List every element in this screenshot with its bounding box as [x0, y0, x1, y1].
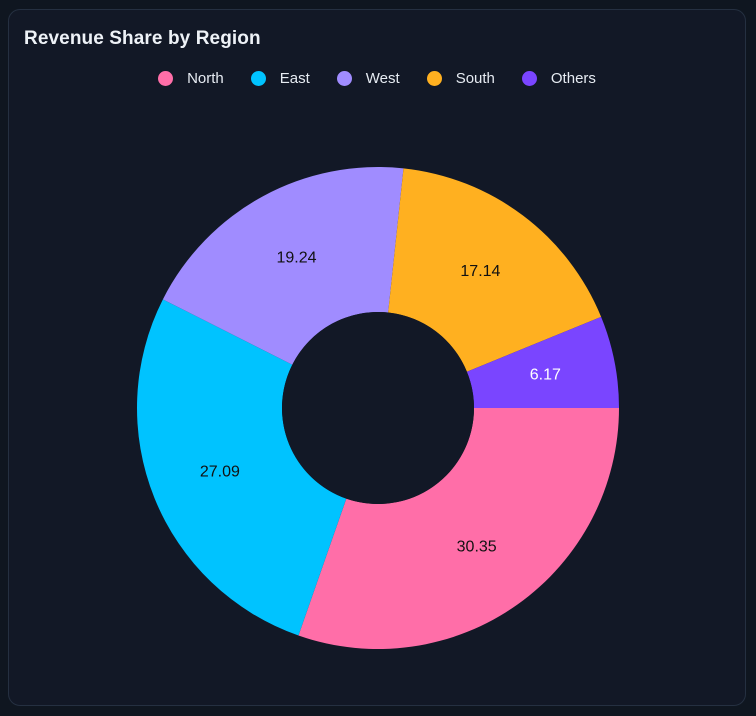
legend-label-west: West — [365, 69, 400, 87]
slice-label-south: 17.14 — [460, 263, 500, 280]
legend-label-north: North — [187, 69, 224, 87]
slice-north[interactable] — [298, 408, 619, 649]
slice-label-north: 30.35 — [457, 539, 497, 556]
legend-item-east[interactable]: East — [250, 68, 310, 88]
chart-card: Revenue Share by Region North East West … — [8, 9, 746, 706]
legend-swatch-east — [250, 70, 266, 86]
legend-label-east: East — [279, 69, 310, 87]
legend-label-others: Others — [550, 69, 596, 87]
slice-south[interactable] — [388, 168, 602, 372]
slice-label-west: 19.24 — [276, 250, 316, 267]
legend-item-south[interactable]: South — [426, 68, 495, 88]
slice-east[interactable] — [136, 299, 347, 636]
donut-chart: 30.35 27.09 19.24 17.14 6.17 — [136, 167, 619, 649]
donut-hole — [282, 312, 474, 504]
legend-swatch-others — [521, 70, 537, 86]
legend-item-north[interactable]: North — [158, 68, 224, 88]
legend-label-south: South — [455, 69, 495, 87]
legend-swatch-west — [336, 70, 352, 86]
legend-swatch-north — [158, 70, 174, 86]
slice-label-others: 6.17 — [530, 367, 561, 384]
legend-swatch-south — [426, 70, 442, 86]
legend-item-others[interactable]: Others — [521, 68, 596, 88]
slice-label-east: 27.09 — [200, 463, 240, 480]
chart-legend: North East West South Others — [9, 68, 745, 88]
slice-others[interactable] — [466, 316, 619, 408]
slice-west[interactable] — [162, 167, 404, 365]
legend-item-west[interactable]: West — [336, 68, 400, 88]
chart-title: Revenue Share by Region — [24, 28, 261, 49]
